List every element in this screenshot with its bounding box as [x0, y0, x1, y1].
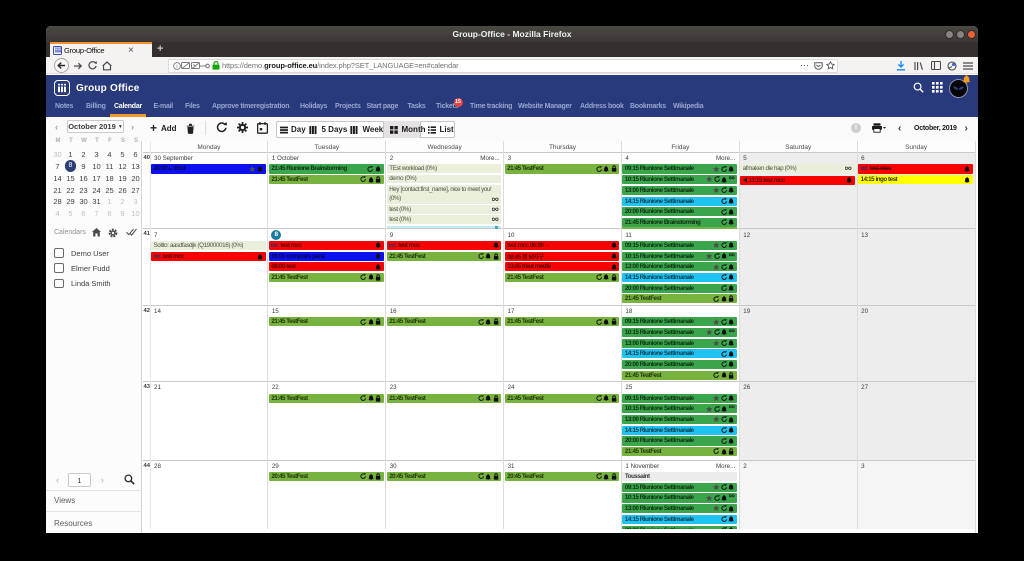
svg-text:i: i — [176, 64, 177, 70]
